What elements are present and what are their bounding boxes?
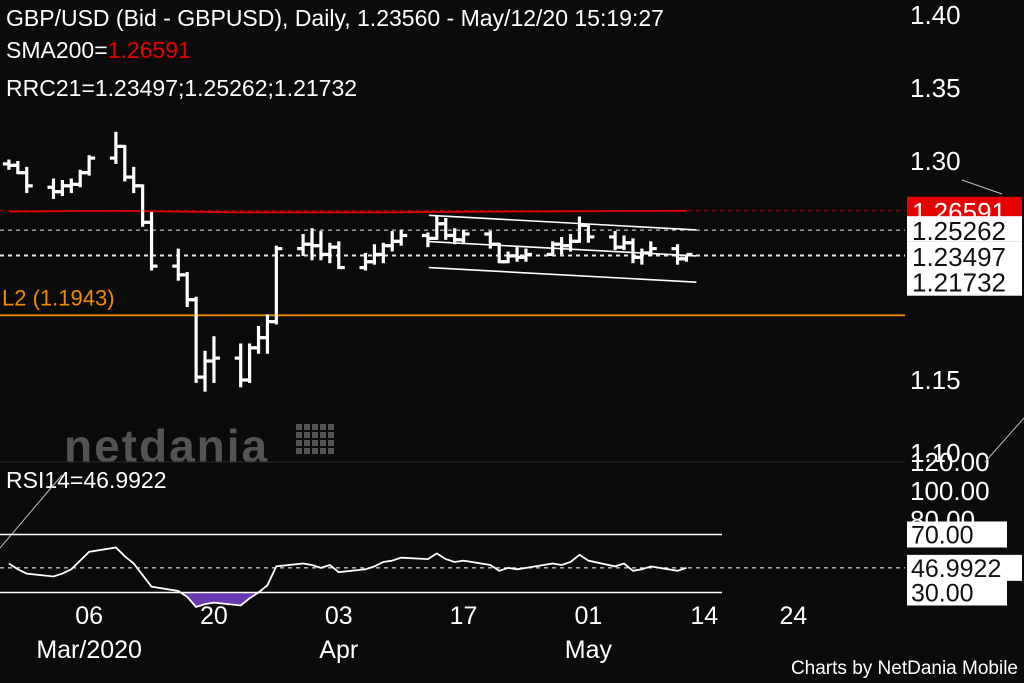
rsi-value-tag-text: 46.9922 xyxy=(911,555,1001,583)
price-tag-box-1 xyxy=(907,216,1022,245)
chart-title: GBP/USD (Bid - GBPUSD), Daily, 1.23560 -… xyxy=(6,5,664,31)
netdania-watermark: netdania xyxy=(64,420,334,472)
rsi-tick-label-0: 120.00 xyxy=(910,447,990,477)
watermark-logo-cell xyxy=(320,424,326,430)
rsi-tick-label-1: 100.00 xyxy=(910,476,990,506)
watermark-logo-cell xyxy=(312,424,318,430)
channel-lower-line xyxy=(428,266,697,283)
month-labels: Mar/2020 Apr May xyxy=(36,636,612,664)
price-tick-label-4: 1.10 xyxy=(910,438,961,468)
sma-label: SMA200= xyxy=(6,37,108,63)
price-tag-box-4 xyxy=(907,267,1022,296)
rsi-oversold-area xyxy=(180,592,259,607)
sma-readout: SMA200=1.26591 xyxy=(6,37,191,63)
support-level-group: L2 (1.1943) xyxy=(0,285,905,317)
price-tag-text-3: 1.23497 xyxy=(912,242,1006,272)
panel-pointer-line xyxy=(0,474,63,549)
ohlc-bar-7 xyxy=(83,155,96,176)
date-tick-label-2: 03 xyxy=(325,602,353,630)
ohlc-bar-47 xyxy=(582,223,595,243)
credit-text: Charts by NetDania Mobile xyxy=(791,658,1018,679)
price-axis-ticks: 1.40 1.35 1.30 1.15 1.10 xyxy=(910,0,961,468)
watermark-logo-cell xyxy=(312,448,318,454)
watermark-logo-cell xyxy=(304,440,310,446)
ohlc-bar-27 xyxy=(332,241,345,270)
ohlc-bar-54 xyxy=(680,252,693,262)
watermark-logo-cell xyxy=(328,440,334,446)
rsi-level-tag-text-0: 70.00 xyxy=(911,522,974,550)
price-tick-label-3: 1.15 xyxy=(910,365,961,395)
price-level-lines xyxy=(0,210,905,257)
price-tick-label-2: 1.30 xyxy=(910,146,961,176)
ohlc-bars xyxy=(2,131,693,392)
watermark-logo-cell xyxy=(320,448,326,454)
support-level-label: L2 (1.1943) xyxy=(2,285,115,310)
ohlc-bar-2 xyxy=(20,166,33,194)
ohlc-bar-37 xyxy=(457,229,470,245)
date-tick-label-5: 14 xyxy=(690,602,718,630)
channel-upper-line xyxy=(428,214,697,231)
watermark-logo-cell xyxy=(312,440,318,446)
date-tick-label-1: 20 xyxy=(200,602,228,630)
date-tick-label-0: 06 xyxy=(75,602,103,630)
rrc-readout: RRC21=1.23497;1.25262;1.21732 xyxy=(6,75,357,101)
price-tag-text-4: 1.21732 xyxy=(912,268,1006,298)
date-tick-label-3: 17 xyxy=(450,602,478,630)
price-tick-label-1: 1.35 xyxy=(910,73,961,103)
ohlc-bar-32 xyxy=(395,229,408,246)
sma-value: 1.26591 xyxy=(108,37,191,63)
ohlc-bar-12 xyxy=(145,212,158,271)
date-tick-label-4: 01 xyxy=(574,602,602,630)
watermark-logo-cell xyxy=(296,432,302,438)
watermark-logo-cell xyxy=(304,448,310,454)
price-tick-label-0: 1.40 xyxy=(910,0,961,30)
date-tick-label-6: 24 xyxy=(780,602,808,630)
rsi-level-tag-box-0 xyxy=(907,521,1007,548)
rsi-level-tag-box-1 xyxy=(907,579,1007,606)
rsi-level-tag-text-1: 30.00 xyxy=(911,580,974,608)
rsi-level-lines xyxy=(0,533,905,594)
watermark-logo-icon xyxy=(296,424,334,454)
rsi-oversold-fill xyxy=(180,592,259,607)
date-axis-ticks: 06 20 03 17 01 14 24 xyxy=(75,602,807,630)
axis-pointer-line-upper xyxy=(961,179,1003,195)
axis-pointer-line-lower xyxy=(984,417,1024,463)
watermark-logo-cell xyxy=(328,432,334,438)
watermark-logo-cell xyxy=(304,432,310,438)
watermark-logo-cell xyxy=(320,440,326,446)
price-tag-box-3 xyxy=(907,241,1022,270)
month-label-1: Apr xyxy=(319,636,358,664)
rsi-value-tag-box xyxy=(907,554,1022,581)
watermark-logo-cell xyxy=(320,432,326,438)
ohlc-bar-17 xyxy=(207,336,220,383)
watermark-logo-cell xyxy=(296,424,302,430)
watermark-logo-cell xyxy=(312,432,318,438)
ohlc-bar-22 xyxy=(270,245,283,325)
watermark-text: netdania xyxy=(64,420,269,472)
ohlc-bar-52 xyxy=(644,241,657,256)
watermark-logo-cell xyxy=(296,440,302,446)
month-label-0: Mar/2020 xyxy=(36,636,142,664)
sma200-line xyxy=(8,209,687,214)
rsi-line xyxy=(8,546,687,609)
watermark-logo-cell xyxy=(328,448,334,454)
rsi-readout: RSI14=46.9922 xyxy=(6,467,167,493)
ohlc-bar-42 xyxy=(519,248,532,262)
watermark-logo-cell xyxy=(304,424,310,430)
watermark-logo-cell xyxy=(328,424,334,430)
month-label-2: May xyxy=(565,636,613,664)
watermark-logo-cell xyxy=(296,448,302,454)
